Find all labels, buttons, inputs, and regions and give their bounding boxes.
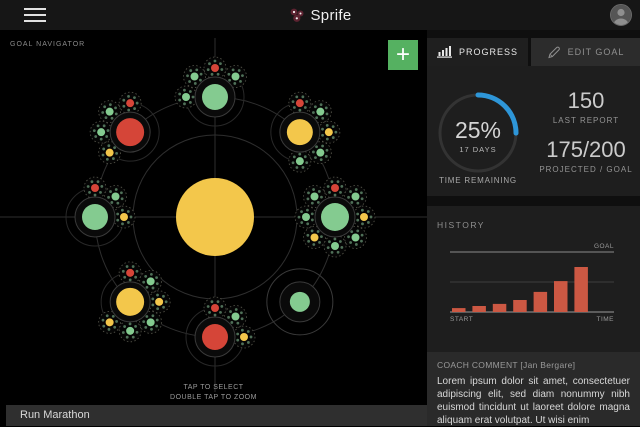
- progress-days: 17 DAYS: [459, 145, 497, 154]
- svg-text:GOAL: GOAL: [594, 243, 614, 250]
- plus-icon: +: [395, 41, 410, 68]
- sprife-logo-icon: [290, 8, 303, 22]
- hint-tap-to-select: TAP TO SELECT: [183, 384, 244, 391]
- progress-panel: PROGRESS EDIT GOAL 25% 17 DAYS TIME REMA…: [427, 30, 640, 426]
- stats-card: 25% 17 DAYS TIME REMAINING 150 LAST REPO…: [427, 66, 640, 196]
- time-remaining-label: TIME REMAINING: [439, 176, 517, 185]
- history-title: HISTORY: [437, 220, 485, 230]
- selected-goal-label: Run Marathon: [20, 409, 90, 421]
- tab-progress-label: PROGRESS: [458, 47, 518, 57]
- stats-column: 150 LAST REPORT 175/200 PROJECTED / GOAL: [535, 88, 637, 175]
- progress-percent: 25%: [454, 117, 502, 143]
- last-report-label: LAST REPORT: [552, 116, 620, 125]
- tab-edit-goal[interactable]: EDIT GOAL: [531, 38, 640, 66]
- goal-navigator-label: GOAL NAVIGATOR: [10, 41, 86, 48]
- pencil-icon: [547, 46, 560, 58]
- menu-icon[interactable]: [24, 8, 46, 22]
- goal-navigator-canvas[interactable]: [0, 30, 427, 426]
- navigator-hints: TAP TO SELECT DOUBLE TAP TO ZOOM: [0, 383, 427, 403]
- progress-ring-text: 25% 17 DAYS: [428, 118, 528, 154]
- hint-double-tap: DOUBLE TAP TO ZOOM: [170, 394, 257, 401]
- add-goal-button[interactable]: +: [388, 40, 418, 70]
- goal-navigator-panel: GOAL NAVIGATOR + TAP TO SELECT DOUBLE TA…: [0, 30, 427, 426]
- tab-progress[interactable]: PROGRESS: [427, 38, 528, 66]
- user-avatar[interactable]: [610, 4, 632, 26]
- user-avatar-icon: [611, 5, 631, 25]
- history-chart: GOAL START TIME: [450, 243, 614, 323]
- last-report-value: 150: [567, 88, 605, 113]
- app-title: Sprife: [310, 6, 352, 24]
- progress-ring: [437, 92, 519, 174]
- svg-text:TIME: TIME: [596, 316, 614, 323]
- projected-goal-value: 175/200: [546, 137, 626, 162]
- coach-comment-card: COACH COMMENT [Jan Bergare] Lorem ipsum …: [427, 352, 640, 426]
- coach-comment-title: COACH COMMENT [Jan Bergare]: [437, 360, 576, 370]
- app-title-group: Sprife: [0, 0, 640, 30]
- app-header: Sprife: [0, 0, 640, 30]
- coach-comment-body: Lorem ipsum dolor sit amet, consectetuer…: [437, 376, 630, 426]
- svg-text:START: START: [450, 316, 473, 323]
- projected-goal-label: PROJECTED / GOAL: [539, 165, 633, 174]
- selected-goal-bar[interactable]: Run Marathon: [6, 405, 427, 426]
- history-card: GOAL START TIME HISTORY: [427, 206, 640, 352]
- bar-chart-icon: [436, 46, 452, 58]
- tab-edit-goal-label: EDIT GOAL: [567, 47, 625, 57]
